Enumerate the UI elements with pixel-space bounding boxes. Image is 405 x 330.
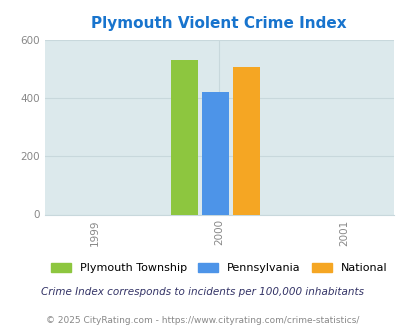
Legend: Plymouth Township, Pennsylvania, National: Plymouth Township, Pennsylvania, Nationa… bbox=[47, 258, 391, 278]
Bar bbox=[170, 60, 198, 214]
Title: Plymouth Violent Crime Index: Plymouth Violent Crime Index bbox=[91, 16, 346, 31]
Bar bbox=[232, 67, 260, 214]
Text: Crime Index corresponds to incidents per 100,000 inhabitants: Crime Index corresponds to incidents per… bbox=[41, 287, 364, 297]
Text: © 2025 CityRating.com - https://www.cityrating.com/crime-statistics/: © 2025 CityRating.com - https://www.city… bbox=[46, 315, 359, 325]
Bar bbox=[201, 92, 229, 214]
